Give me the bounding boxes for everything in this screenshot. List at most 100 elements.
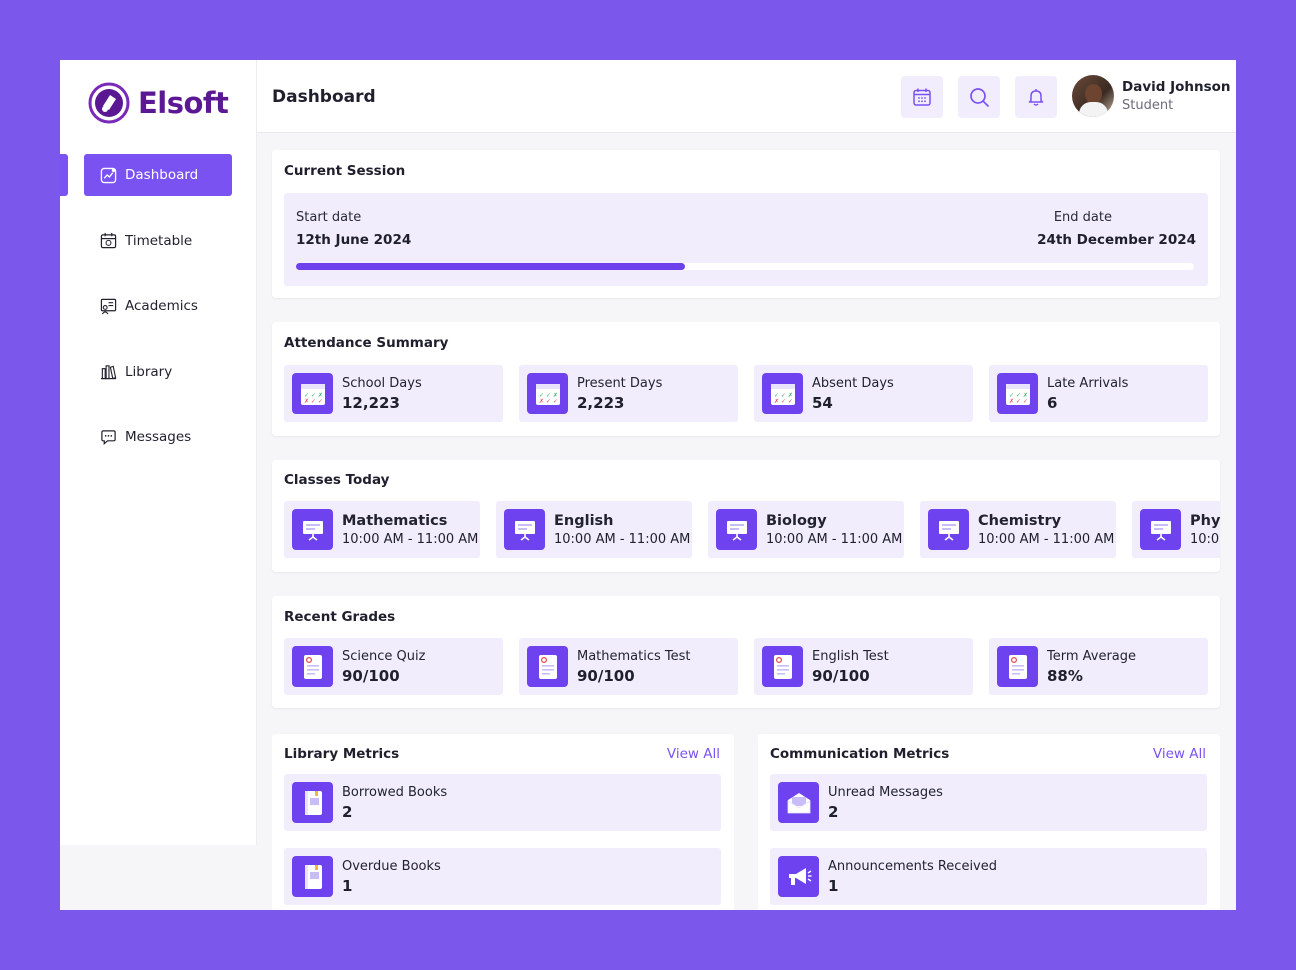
grade-label: Mathematics Test <box>577 648 691 664</box>
svg-text:✓ ✓ ✗: ✓ ✓ ✗ <box>774 392 793 399</box>
metric-tile-overdue-books[interactable]: Overdue Books 1 <box>284 848 721 905</box>
library-metrics-card: Library Metrics View All Borrowed Books 2… <box>272 734 734 910</box>
metric-tile-borrowed-books[interactable]: Borrowed Books 2 <box>284 774 721 831</box>
grade-label: Term Average <box>1047 648 1137 664</box>
sidebar-item-messages[interactable]: Messages <box>60 416 257 458</box>
brand-logo[interactable]: Elsoft <box>88 82 229 124</box>
metric-tile-announcements[interactable]: Announcements Received 1 <box>770 848 1207 905</box>
brand-name: Elsoft <box>138 86 229 120</box>
stat-tile-school-days[interactable]: ✓ ✓ ✗ ✗ ✓ ✓ School Days 12,223 <box>284 365 503 422</box>
class-time: 10:00 AM - 11:00 AM <box>978 531 1115 547</box>
sidebar-item-timetable[interactable]: Timetable <box>60 220 257 262</box>
svg-text:✗ ✓ ✓: ✗ ✓ ✓ <box>774 398 793 405</box>
library-view-all-link[interactable]: View All <box>666 746 720 762</box>
sidebar-item-dashboard-button[interactable]: Dashboard <box>84 154 232 196</box>
envelope-icon <box>778 782 819 823</box>
session-progress-fill <box>296 263 685 270</box>
svg-text:✗ ✓ ✓: ✗ ✓ ✓ <box>1009 398 1028 405</box>
stat-tile-present-days[interactable]: ✓ ✓ ✗ ✗ ✓ ✓ Present Days 2,223 <box>519 365 738 422</box>
presentation-board-icon <box>504 509 545 550</box>
class-name: Chemistry <box>978 512 1062 529</box>
grade-label: English Test <box>812 648 889 664</box>
class-tile-english[interactable]: English 10:00 AM - 11:00 AM <box>496 501 692 558</box>
metric-label: Overdue Books <box>342 858 441 874</box>
sidebar-item-label: Academics <box>125 298 198 314</box>
page-title: Dashboard <box>272 87 376 107</box>
class-tiles: Mathematics 10:00 AM - 11:00 AM English 10… <box>284 501 1220 558</box>
bell-icon <box>1028 89 1044 106</box>
search-button[interactable] <box>958 76 1000 118</box>
report-card-icon <box>762 646 803 687</box>
grade-tile-mathematics-test[interactable]: Mathematics Test 90/100 <box>519 638 738 695</box>
stat-tile-absent-days[interactable]: ✓ ✓ ✗ ✗ ✓ ✓ Absent Days 54 <box>754 365 973 422</box>
card-title: Recent Grades <box>284 609 396 625</box>
presentation-board-icon <box>716 509 757 550</box>
metric-tile-unread-messages[interactable]: Unread Messages 2 <box>770 774 1207 831</box>
presentation-board-icon <box>928 509 969 550</box>
grade-tile-science-quiz[interactable]: Science Quiz 90/100 <box>284 638 503 695</box>
elsoft-logo-icon <box>88 82 130 124</box>
avatar-face <box>1085 84 1102 104</box>
stat-label: School Days <box>342 375 422 391</box>
class-name: Biology <box>766 512 827 529</box>
user-name: David Johnson <box>1122 79 1231 95</box>
communication-view-all-link[interactable]: View All <box>1152 746 1206 762</box>
grade-value: 90/100 <box>342 666 400 685</box>
svg-text:✓ ✓ ✗: ✓ ✓ ✗ <box>304 392 323 399</box>
sidebar-item-dashboard[interactable]: Dashboard <box>60 154 257 196</box>
classes-scroll-row[interactable]: Mathematics 10:00 AM - 11:00 AM English 10… <box>284 501 1220 561</box>
attendance-sheet-icon: ✓ ✓ ✗ ✗ ✓ ✓ <box>997 373 1038 414</box>
class-name: Mathematics <box>342 512 448 529</box>
sidebar-item-messages-button[interactable]: Messages <box>84 416 232 458</box>
report-card-icon <box>997 646 1038 687</box>
sidebar-item-library-button[interactable]: Library <box>84 351 232 393</box>
metric-value: 2 <box>828 802 839 821</box>
calendar-button[interactable] <box>901 76 943 118</box>
stat-tile-late-arrivals[interactable]: ✓ ✓ ✗ ✗ ✓ ✓ Late Arrivals 6 <box>989 365 1208 422</box>
stat-value: 54 <box>812 393 833 412</box>
sidebar-item-library[interactable]: Library <box>60 351 257 393</box>
svg-text:✗ ✓ ✓: ✗ ✓ ✓ <box>539 398 558 405</box>
notifications-button[interactable] <box>1015 76 1057 118</box>
sidebar-item-academics-button[interactable]: Academics <box>84 285 232 327</box>
stat-label: Late Arrivals <box>1047 375 1129 391</box>
class-tile-physics[interactable]: Physics 10:00 AM - 11:00 AM <box>1132 501 1220 558</box>
class-time: 10:00 AM - 11:00 AM <box>1190 531 1220 547</box>
avatar[interactable] <box>1072 75 1114 117</box>
metric-label: Unread Messages <box>828 784 943 800</box>
presentation-board-icon <box>1140 509 1181 550</box>
attendance-tiles: ✓ ✓ ✗ ✗ ✓ ✓ School Days 12,223 ✓ ✓ ✗ ✗ ✓ ✓ … <box>284 365 1208 422</box>
grade-value: 90/100 <box>577 666 635 685</box>
class-time: 10:00 AM - 11:00 AM <box>554 531 691 547</box>
start-date-label: Start date <box>296 210 362 225</box>
metric-value: 2 <box>342 802 353 821</box>
recent-grades-card: Recent Grades Science Quiz 90/100 Mathema… <box>272 596 1220 708</box>
academics-icon <box>100 298 117 314</box>
svg-text:✗ ✓ ✓: ✗ ✓ ✓ <box>304 398 323 405</box>
stat-value: 12,223 <box>342 393 400 412</box>
report-card-icon <box>292 646 333 687</box>
stat-value: 2,223 <box>577 393 625 412</box>
card-title: Communication Metrics <box>770 746 950 762</box>
library-icon <box>100 365 117 380</box>
metric-value: 1 <box>342 876 353 895</box>
class-tile-biology[interactable]: Biology 10:00 AM - 11:00 AM <box>708 501 904 558</box>
grade-value: 88% <box>1047 666 1083 685</box>
class-tile-mathematics[interactable]: Mathematics 10:00 AM - 11:00 AM <box>284 501 480 558</box>
stat-label: Absent Days <box>812 375 894 391</box>
card-title: Attendance Summary <box>284 335 449 351</box>
sidebar-item-academics[interactable]: Academics <box>60 285 257 327</box>
class-tile-chemistry[interactable]: Chemistry 10:00 AM - 11:00 AM <box>920 501 1116 558</box>
grade-tile-term-average[interactable]: Term Average 88% <box>989 638 1208 695</box>
attendance-sheet-icon: ✓ ✓ ✗ ✗ ✓ ✓ <box>292 373 333 414</box>
sidebar-item-label: Messages <box>125 429 192 445</box>
report-card-icon <box>527 646 568 687</box>
sidebar-item-timetable-button[interactable]: Timetable <box>84 220 232 262</box>
current-session-card: Current Session Start date 12th June 202… <box>272 150 1220 298</box>
end-date-label: End date <box>1053 210 1112 225</box>
metric-value: 1 <box>828 876 839 895</box>
sidebar-item-label: Dashboard <box>125 167 199 183</box>
top-header: Dashboard <box>257 60 1236 133</box>
grade-tile-english-test[interactable]: English Test 90/100 <box>754 638 973 695</box>
search-icon <box>970 88 989 107</box>
